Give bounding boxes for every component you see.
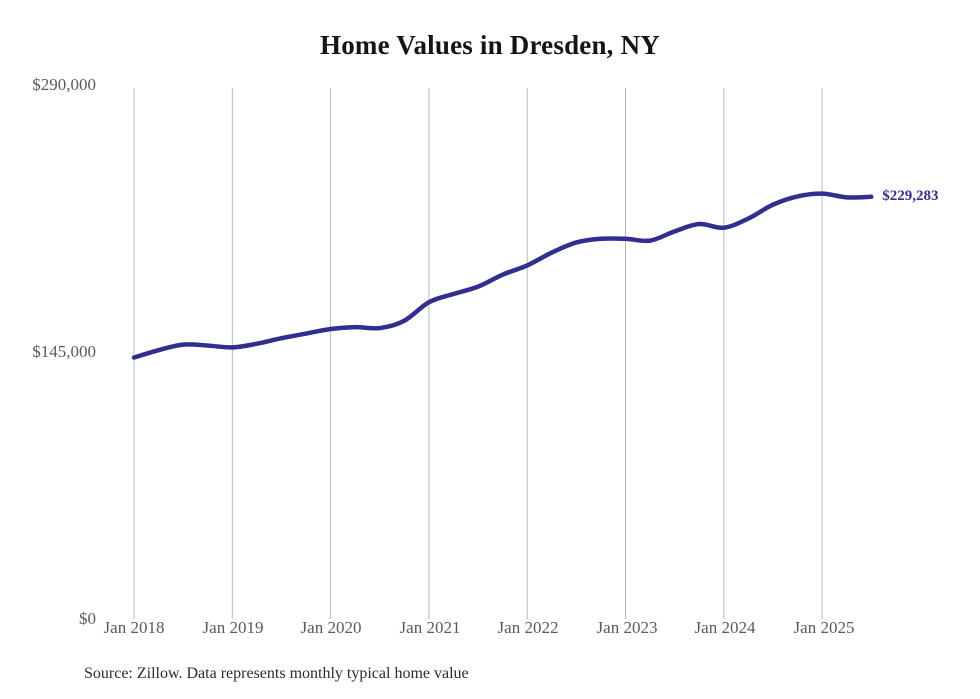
- x-axis-tick-label: Jan 2025: [793, 618, 855, 637]
- end-value-annotation: $229,283: [882, 187, 939, 204]
- value-line-path: [131, 191, 874, 360]
- x-axis-tick-label: Jan 2023: [596, 618, 658, 637]
- x-axis-tick-label: Jan 2024: [694, 618, 756, 637]
- x-axis-tick-label: Jan 2022: [497, 618, 559, 637]
- x-axis-tick-label: Jan 2019: [202, 618, 264, 637]
- y-axis-tick-label: $145,000: [32, 342, 96, 361]
- source-note: Source: Zillow. Data represents monthly …: [84, 665, 469, 682]
- page-title: Home Values in Dresden, NY: [320, 30, 660, 60]
- x-axis-tick-label: Jan 2021: [399, 618, 461, 637]
- x-axis-tick-label: Jan 2020: [300, 618, 362, 637]
- y-axis-tick-label: $290,000: [32, 75, 96, 94]
- gridlines: [133, 88, 823, 619]
- x-axis-tick-label: Jan 2018: [103, 618, 165, 637]
- y-axis-tick-label: $0: [79, 609, 96, 628]
